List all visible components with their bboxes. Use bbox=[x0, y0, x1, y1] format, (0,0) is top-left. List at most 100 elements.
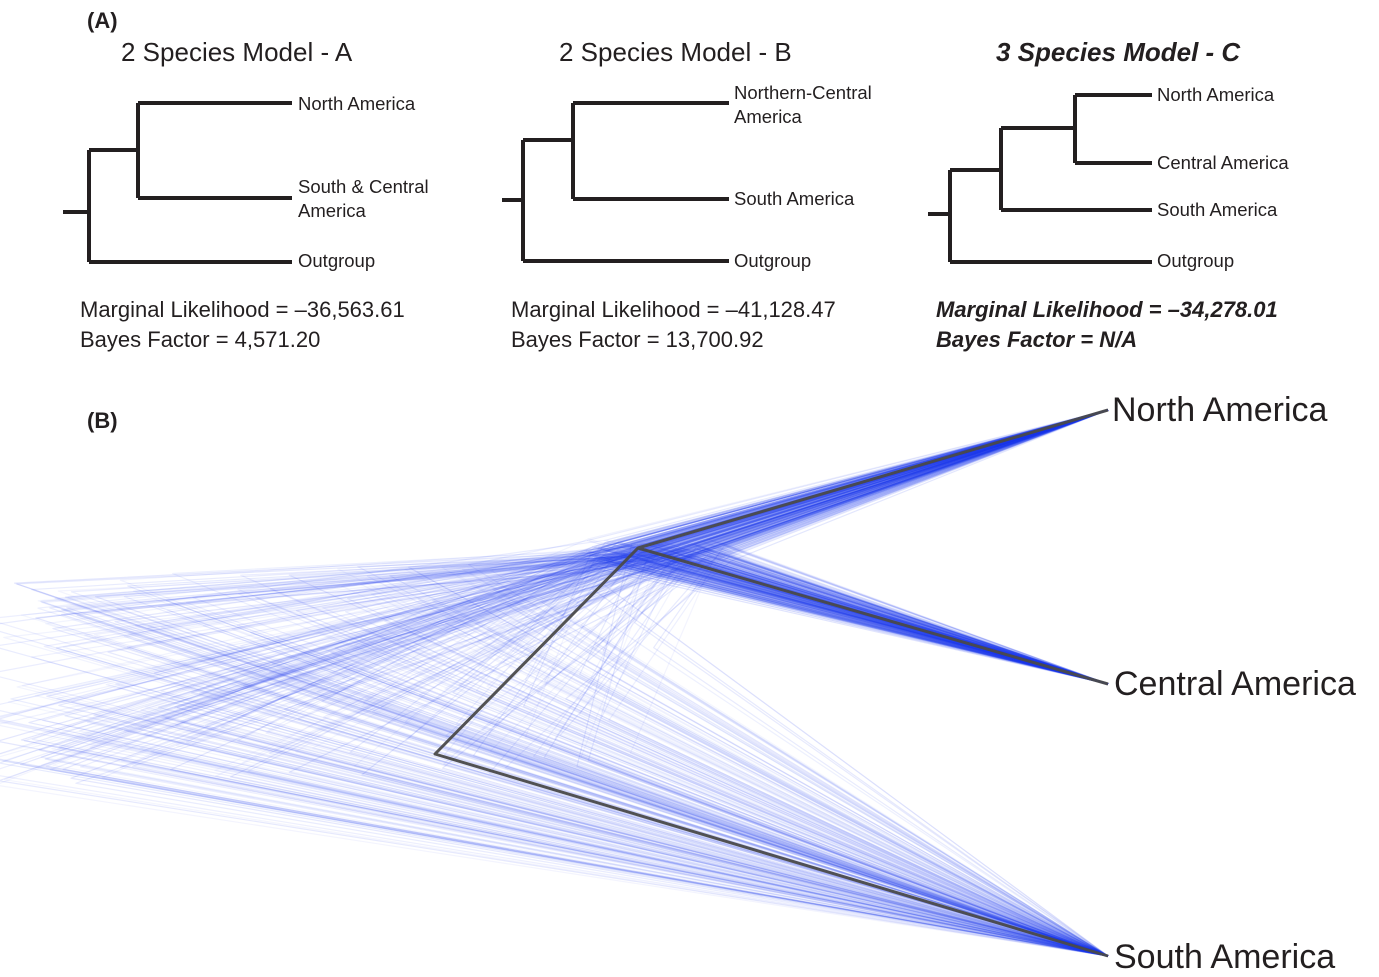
posterior-tree-root bbox=[170, 564, 1109, 957]
posterior-tree-root bbox=[90, 556, 1109, 957]
posterior-tree-root bbox=[384, 557, 1109, 957]
posterior-tree-root bbox=[21, 542, 1109, 957]
posterior-tree-root bbox=[102, 540, 1109, 957]
posterior-tree-root bbox=[579, 550, 1109, 957]
posterior-tree-root bbox=[0, 558, 1109, 957]
posterior-tree-root bbox=[472, 561, 1109, 957]
posterior-tree-na-ca bbox=[689, 409, 1109, 685]
posterior-tree-root bbox=[418, 563, 1109, 957]
posterior-tree-root bbox=[205, 559, 1109, 957]
posterior-tree-na-ca bbox=[643, 409, 1109, 685]
posterior-tree-root bbox=[498, 556, 1109, 957]
panel-b-label: (B) bbox=[87, 408, 118, 433]
posterior-tree-root bbox=[321, 545, 1109, 957]
posterior-tree-na-ca bbox=[668, 409, 1109, 685]
posterior-tree-na-ca bbox=[659, 409, 1109, 685]
model-c-tip-south-america: South America bbox=[1157, 199, 1278, 220]
posterior-tree-na-ca bbox=[623, 409, 1109, 685]
posterior-tree-na-ca bbox=[716, 409, 1109, 685]
posterior-tree-na-ca bbox=[595, 409, 1109, 685]
posterior-tree-root bbox=[66, 554, 1109, 957]
posterior-tree-root bbox=[78, 546, 1109, 957]
densitree-tip-central-america: Central America bbox=[1114, 665, 1356, 703]
posterior-tree-root bbox=[250, 554, 1109, 957]
posterior-tree-root bbox=[640, 551, 1109, 957]
posterior-tree-root bbox=[174, 557, 1109, 957]
posterior-tree-root bbox=[38, 556, 1109, 957]
model-b-title: 2 Species Model - B bbox=[559, 37, 792, 67]
posterior-tree-root bbox=[432, 549, 1109, 957]
posterior-tree-root bbox=[0, 554, 1109, 957]
posterior-tree-root bbox=[237, 548, 1109, 957]
posterior-tree-root bbox=[28, 552, 1109, 957]
posterior-tree-root bbox=[239, 543, 1109, 957]
posterior-tree-root bbox=[412, 540, 1109, 957]
posterior-tree-root bbox=[77, 549, 1109, 957]
posterior-tree-root bbox=[132, 561, 1109, 957]
posterior-tree-root bbox=[117, 541, 1109, 957]
posterior-tree-root bbox=[361, 544, 1109, 957]
posterior-tree-root bbox=[653, 545, 1109, 957]
posterior-tree-root bbox=[101, 554, 1109, 957]
posterior-tree-root bbox=[268, 559, 1109, 957]
posterior-tree-root bbox=[2, 562, 1109, 957]
posterior-tree-na-ca bbox=[665, 409, 1109, 685]
posterior-tree-na-ca bbox=[722, 409, 1109, 685]
posterior-tree-root bbox=[354, 546, 1109, 957]
posterior-tree-root bbox=[297, 559, 1109, 957]
posterior-tree-root bbox=[274, 560, 1109, 957]
posterior-tree-na-ca bbox=[604, 409, 1109, 685]
posterior-tree-na-ca bbox=[676, 409, 1109, 685]
posterior-tree-root bbox=[0, 554, 1109, 957]
posterior-tree-na-ca bbox=[707, 409, 1109, 685]
model-a-marginal-likelihood: Marginal Likelihood = –36,563.61 bbox=[80, 297, 405, 322]
posterior-tree-root bbox=[7, 550, 1109, 957]
posterior-tree-na-ca bbox=[698, 409, 1109, 685]
posterior-tree-root bbox=[215, 556, 1109, 957]
densitree-tip-north-america: North America bbox=[1112, 391, 1328, 429]
posterior-tree-na-ca bbox=[711, 409, 1109, 685]
posterior-tree-root bbox=[469, 545, 1109, 957]
posterior-tree-na-ca bbox=[597, 409, 1109, 685]
posterior-tree-root bbox=[41, 560, 1109, 957]
posterior-tree-na-ca bbox=[589, 409, 1109, 685]
posterior-tree-root bbox=[276, 554, 1109, 957]
posterior-tree-na-ca bbox=[684, 409, 1109, 685]
posterior-tree-root bbox=[21, 559, 1109, 957]
posterior-tree-na-ca bbox=[682, 409, 1109, 685]
posterior-tree-root bbox=[444, 555, 1109, 957]
posterior-tree-na-ca bbox=[711, 409, 1109, 685]
posterior-tree-root bbox=[42, 559, 1109, 957]
posterior-tree-na-ca bbox=[612, 409, 1109, 685]
posterior-tree-na-ca bbox=[626, 409, 1109, 685]
posterior-tree-na-ca bbox=[686, 409, 1109, 685]
posterior-tree-root bbox=[185, 547, 1109, 957]
posterior-tree-root bbox=[267, 543, 1109, 957]
posterior-tree-root bbox=[116, 566, 1109, 957]
posterior-tree-root bbox=[602, 554, 1109, 957]
posterior-tree-na-ca bbox=[581, 409, 1109, 685]
posterior-tree-root bbox=[54, 558, 1109, 957]
posterior-tree-na-ca bbox=[669, 409, 1109, 685]
posterior-tree-root bbox=[504, 554, 1109, 957]
posterior-tree-root bbox=[0, 539, 1109, 957]
posterior-tree-na-ca bbox=[604, 409, 1109, 685]
posterior-tree-na-ca bbox=[665, 409, 1109, 685]
posterior-tree-na-ca bbox=[633, 409, 1109, 685]
posterior-tree-na-ca bbox=[695, 409, 1109, 685]
posterior-tree-root bbox=[288, 555, 1109, 957]
posterior-tree-na-ca bbox=[641, 409, 1109, 685]
posterior-tree-na-ca bbox=[633, 409, 1109, 685]
posterior-tree-root bbox=[41, 557, 1109, 957]
posterior-tree-na-ca bbox=[667, 409, 1109, 685]
posterior-tree-na-ca bbox=[729, 409, 1109, 685]
posterior-tree-na-ca bbox=[638, 409, 1109, 685]
posterior-tree-root bbox=[52, 545, 1109, 957]
posterior-tree-root bbox=[475, 561, 1109, 957]
posterior-tree-root bbox=[362, 541, 1109, 957]
posterior-tree-root bbox=[182, 549, 1109, 957]
posterior-tree-root bbox=[35, 546, 1109, 957]
posterior-tree-root bbox=[0, 559, 1109, 957]
posterior-tree-root bbox=[380, 546, 1109, 957]
posterior-tree-root bbox=[0, 565, 1109, 957]
